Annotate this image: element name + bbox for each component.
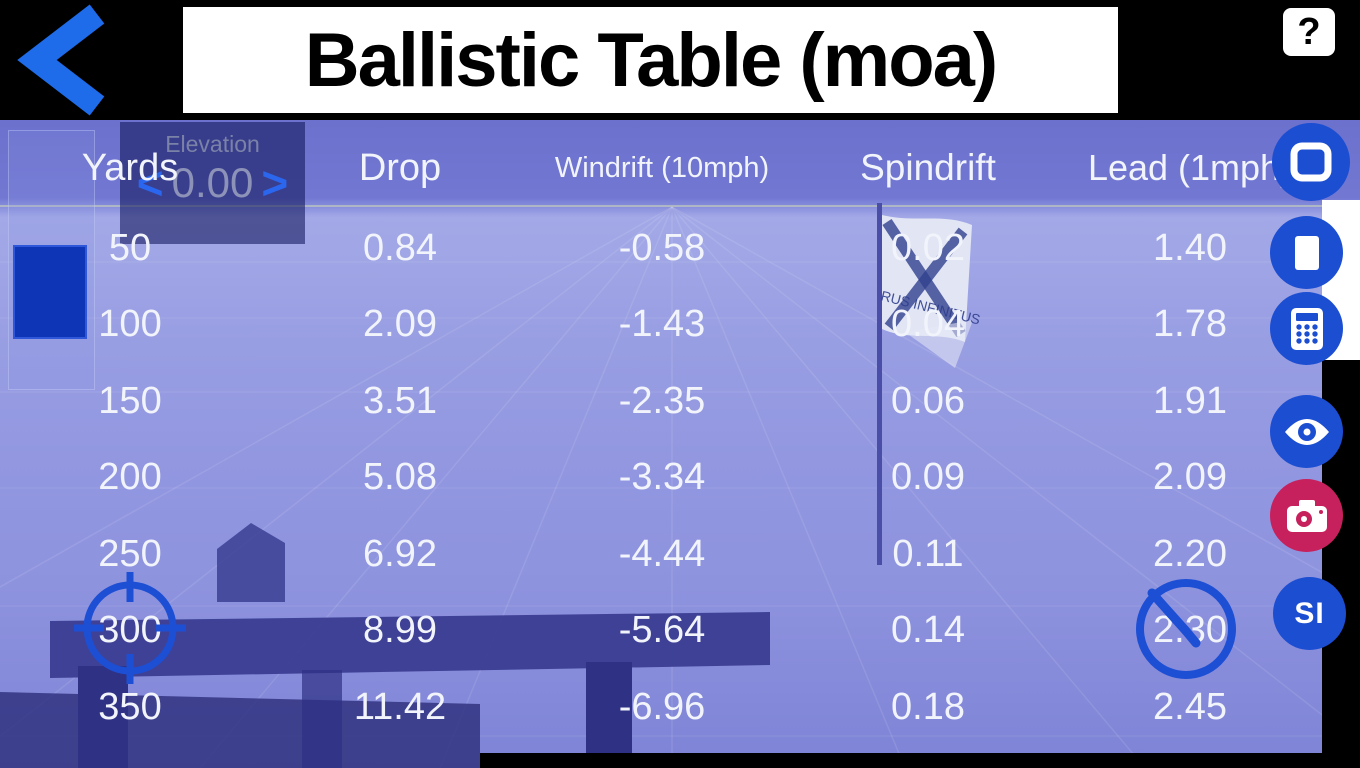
back-button[interactable]: [10, 4, 120, 116]
table-row: 50 0.84 -0.58 0.02 1.40: [0, 210, 1308, 287]
table-row: 100 2.09 -1.43 0.04 1.78: [0, 287, 1308, 364]
table-cell: 11.42: [353, 685, 447, 728]
table-cell: 0.06: [891, 379, 965, 422]
monitor-icon: [1290, 142, 1332, 182]
camera-icon: [1286, 499, 1327, 532]
elevation-control: Elevation < 0.00 >: [120, 122, 305, 244]
table-cell: 5.08: [363, 456, 437, 499]
bottom-black-bar: [480, 753, 1360, 768]
table-cell: 3.51: [363, 379, 437, 422]
calculator-button[interactable]: [1270, 292, 1343, 365]
elevation-stepper: < 0.00 >: [120, 160, 305, 206]
table-row: 200 5.08 -3.34 0.09 2.09: [0, 440, 1308, 517]
bench-leg: [302, 670, 342, 768]
table-cell: -6.96: [618, 685, 706, 728]
page-button[interactable]: [1270, 216, 1343, 289]
bench-leg: [586, 662, 632, 768]
table-cell: 0.09: [891, 456, 965, 499]
table-row: 150 3.51 -2.35 0.06 1.91: [0, 363, 1308, 440]
bench-leg: [78, 666, 128, 768]
sim-button[interactable]: SI: [1273, 577, 1346, 650]
table-cell: 8.99: [363, 609, 437, 652]
table-cell: 0.11: [892, 532, 964, 575]
blue-swatch[interactable]: [13, 245, 87, 339]
table-cell: 300: [98, 609, 162, 652]
table-cell: 1.91: [1153, 379, 1227, 422]
flagpole: [877, 203, 882, 565]
back-chevron-icon: [17, 4, 105, 116]
table-cell: -3.34: [618, 456, 706, 499]
table-cell: 100: [98, 303, 162, 346]
table-cell: 1.78: [1153, 303, 1227, 346]
table-cell: 150: [98, 379, 162, 422]
table-cell: -1.43: [618, 303, 706, 346]
elevation-increase-button[interactable]: >: [261, 157, 289, 209]
table-cell: 1.40: [1153, 226, 1227, 269]
header-bar: Ballistic Table (moa) ?: [0, 0, 1360, 120]
table-cell: 0.04: [891, 303, 965, 346]
table-cell: 2.45: [1153, 685, 1227, 728]
page-icon: [1294, 235, 1319, 270]
camera-button[interactable]: [1270, 479, 1343, 552]
table-cell: -2.35: [618, 379, 706, 422]
display-button[interactable]: [1272, 123, 1350, 201]
sim-button-label: SI: [1294, 596, 1325, 630]
table-row: 350 11.42 -6.96 0.18 2.45: [0, 669, 1308, 746]
elevation-decrease-button[interactable]: <: [136, 157, 164, 209]
table-body: 50 0.84 -0.58 0.02 1.40 100 2.09 -1.43 0.04 1.78 1…: [0, 210, 1308, 746]
column-header-windrift: Windrift (10mph): [554, 151, 770, 184]
page-title: Ballistic Table (moa): [304, 17, 998, 103]
table-row: 250 6.92 -4.44 0.11 2.20: [0, 516, 1308, 593]
column-header-drop: Drop: [358, 146, 442, 189]
calculator-icon: [1290, 307, 1323, 350]
table-header-row: Yards Drop Windrift (10mph) Spindrift Le…: [0, 142, 1308, 194]
compass-indicator[interactable]: [1127, 571, 1245, 689]
table-cell: -4.44: [618, 532, 706, 575]
table-cell: 0.84: [363, 226, 437, 269]
table-cell: 0.18: [891, 685, 965, 728]
bench-top: [50, 612, 770, 678]
table-cell: 0.14: [891, 609, 965, 652]
table-cell: -5.64: [618, 609, 706, 652]
table-cell: 250: [98, 532, 162, 575]
elevation-value: 0.00: [171, 159, 254, 206]
side-panel: [8, 130, 95, 390]
eye-icon: [1284, 418, 1329, 445]
flag: RUS INFINITUS: [879, 215, 982, 368]
table-cell: 2.09: [1153, 456, 1227, 499]
column-header-spindrift: Spindrift: [860, 147, 996, 188]
table-cell: 0.02: [891, 226, 965, 269]
view-button[interactable]: [1270, 395, 1343, 468]
reticle-indicator[interactable]: [68, 566, 192, 690]
elevation-label: Elevation: [165, 131, 260, 157]
table-cell: 2.20: [1153, 532, 1227, 575]
table-cell: -0.58: [618, 226, 706, 269]
table-cell: 50: [108, 226, 152, 269]
table-cell: 350: [98, 685, 162, 728]
help-button[interactable]: ?: [1283, 8, 1335, 56]
ballistic-table: Yards Drop Windrift (10mph) Spindrift Le…: [0, 142, 1308, 746]
title-panel: Ballistic Table (moa): [183, 7, 1118, 113]
column-header-yards: Yards: [81, 146, 179, 189]
table-cell: 2.09: [363, 303, 437, 346]
column-header-lead: Lead (1mph): [1087, 147, 1293, 188]
table-cell: 200: [98, 456, 162, 499]
target-stand: [217, 523, 285, 602]
table-cell: 6.92: [363, 532, 437, 575]
